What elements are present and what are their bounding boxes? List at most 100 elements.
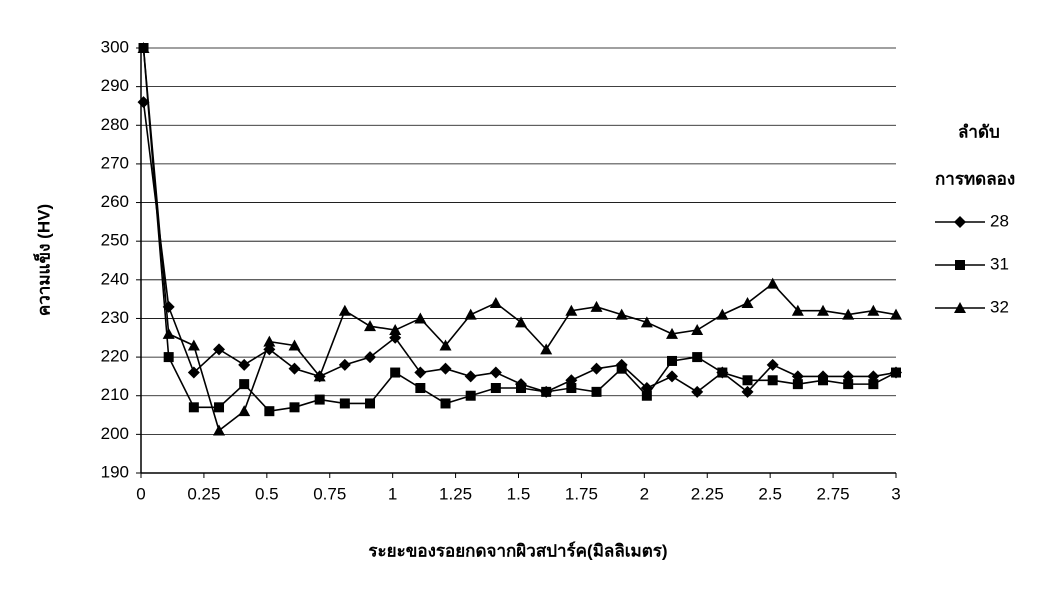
marker	[742, 375, 753, 386]
marker	[791, 304, 804, 316]
marker	[843, 379, 854, 390]
marker	[390, 367, 401, 378]
marker	[541, 386, 552, 397]
marker	[842, 308, 855, 320]
legend-label: 32	[990, 297, 1009, 316]
marker	[565, 304, 578, 316]
marker	[489, 297, 502, 308]
x-tick-label: 0	[136, 484, 145, 503]
marker	[389, 324, 402, 336]
legend-label: 31	[990, 254, 1009, 273]
marker	[238, 405, 251, 417]
marker	[313, 370, 326, 382]
x-axis-label: ระยะของรอยกดจากผิวสปาร์ค(มิลลิเมตร)	[368, 540, 667, 560]
y-tick-label: 190	[101, 462, 129, 481]
marker	[490, 383, 501, 393]
legend-marker	[954, 216, 966, 228]
y-tick-label: 290	[101, 76, 129, 95]
marker	[440, 398, 451, 409]
marker	[364, 351, 377, 364]
marker	[415, 383, 426, 393]
y-tick-label: 250	[101, 231, 129, 250]
marker	[464, 308, 477, 320]
marker	[338, 358, 351, 371]
marker	[717, 367, 728, 378]
y-tick-label: 280	[101, 115, 129, 134]
y-tick-label: 200	[101, 424, 129, 443]
x-tick-label: 2.5	[758, 484, 782, 503]
marker	[867, 304, 880, 316]
x-tick-label: 0.5	[255, 484, 279, 503]
x-tick-label: 3	[891, 484, 900, 503]
x-tick-label: 2.75	[817, 484, 850, 503]
marker	[214, 402, 225, 413]
y-tick-label: 220	[101, 347, 129, 366]
marker	[288, 339, 301, 351]
marker	[868, 379, 879, 390]
marker	[414, 366, 427, 379]
legend-label: 28	[990, 211, 1009, 230]
marker	[667, 355, 678, 366]
marker	[741, 297, 754, 308]
marker	[187, 366, 200, 379]
y-tick-label: 210	[101, 385, 129, 404]
marker	[692, 352, 703, 363]
legend-marker	[954, 302, 966, 313]
marker	[615, 308, 628, 320]
series-line	[142, 47, 897, 432]
marker	[288, 362, 301, 375]
series-line	[142, 101, 897, 393]
legend-title: การทดลอง	[935, 169, 1015, 188]
legend-marker	[955, 260, 965, 270]
marker	[187, 339, 200, 351]
y-tick-label: 300	[101, 37, 129, 56]
x-tick-label: 1	[388, 484, 397, 503]
marker	[590, 300, 603, 312]
marker	[890, 308, 902, 320]
marker	[666, 370, 679, 383]
x-tick-label: 1.75	[565, 484, 598, 503]
marker	[891, 367, 901, 378]
x-tick-label: 2	[640, 484, 649, 503]
marker	[691, 324, 704, 336]
x-tick-label: 1.25	[439, 484, 472, 503]
marker	[818, 375, 829, 386]
marker	[540, 343, 553, 355]
marker	[640, 316, 653, 328]
marker	[691, 385, 704, 398]
legend-title: ลำดับ	[958, 122, 1000, 141]
y-tick-label: 260	[101, 192, 129, 211]
marker	[289, 402, 300, 413]
marker	[213, 343, 226, 356]
x-tick-label: 1.5	[507, 484, 531, 503]
marker	[741, 385, 754, 398]
marker	[338, 304, 351, 316]
marker	[666, 327, 679, 339]
marker	[515, 316, 528, 328]
marker	[792, 379, 803, 390]
marker	[817, 304, 830, 316]
marker	[489, 366, 502, 379]
marker	[464, 370, 477, 383]
marker	[162, 327, 175, 339]
marker	[364, 320, 377, 332]
marker	[314, 394, 325, 405]
marker	[591, 386, 602, 397]
marker	[641, 390, 652, 401]
x-tick-label: 0.25	[187, 484, 220, 503]
marker	[239, 379, 250, 390]
marker	[590, 362, 603, 375]
marker	[414, 312, 427, 324]
y-tick-label: 240	[101, 269, 129, 288]
marker	[163, 352, 174, 363]
marker	[188, 402, 199, 413]
x-tick-label: 0.75	[313, 484, 346, 503]
marker	[137, 42, 150, 53]
marker	[616, 363, 627, 374]
x-tick-label: 2.25	[691, 484, 724, 503]
y-axis-label: ความแข็ง (HV)	[31, 204, 53, 316]
marker	[566, 383, 577, 393]
marker	[716, 308, 729, 320]
marker	[339, 398, 350, 409]
